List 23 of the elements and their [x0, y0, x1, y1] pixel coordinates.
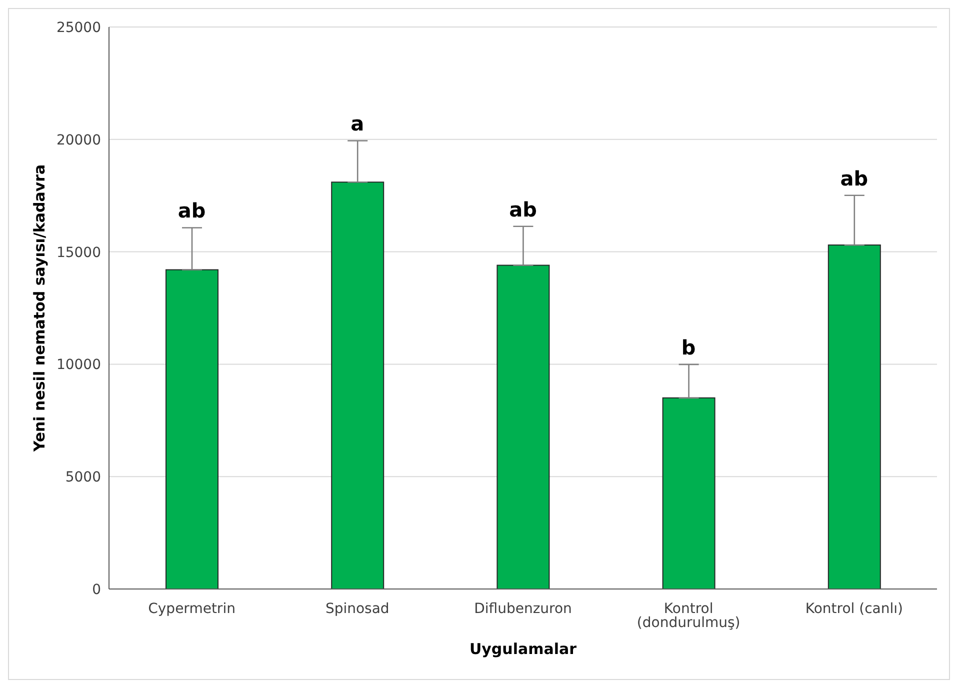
annotation: ab — [178, 198, 206, 223]
x-tick-label: Diflubenzuron — [474, 600, 572, 617]
y-tick-label: 25000 — [56, 20, 101, 36]
annotation: ab — [509, 197, 537, 222]
x-tick-label: Spinosad — [325, 600, 390, 617]
x-tick-label: Kontrol (canlı) — [805, 600, 904, 617]
y-tick-label: 0 — [92, 582, 101, 598]
y-tick-label: 15000 — [56, 244, 101, 261]
annotation: a — [350, 112, 364, 136]
annotation: b — [681, 335, 696, 360]
bar — [166, 269, 218, 589]
y-tick-label: 5000 — [65, 470, 101, 486]
x-axis-title: Uygulamalar — [469, 640, 578, 658]
y-tick-label: 10000 — [56, 357, 101, 374]
y-axis-title: Yeni nesil nematod sayısı/kadavra — [30, 164, 48, 453]
annotation: ab — [840, 166, 868, 190]
bar — [331, 182, 384, 589]
x-tick-label: Kontrol (dondurulmuş) — [636, 600, 740, 631]
bar — [828, 244, 881, 589]
x-tick-label: Cypermetrin — [148, 600, 236, 617]
y-tick-label: 20000 — [56, 132, 101, 148]
bar — [662, 397, 716, 589]
bar — [496, 264, 550, 589]
